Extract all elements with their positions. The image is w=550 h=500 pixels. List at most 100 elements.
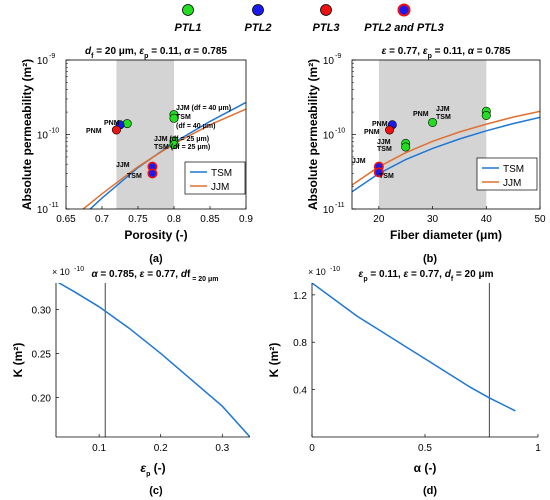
title-part: ε (140, 461, 146, 475)
point-annotation: PNM (364, 129, 380, 136)
panel-letter: (a) (149, 253, 163, 265)
title-subscript: f (91, 53, 94, 60)
panel-d: 0 0.5 10.40.81.2× 10 -10 εp = 0.11, ε = 0.77… (267, 266, 541, 475)
panel-title: εp = 0.11, ε = 0.77, df = 20 μm (359, 269, 494, 283)
x-tick-label: 0.8 (167, 214, 181, 225)
title-part: ε (423, 46, 428, 57)
title-part: = 0.785, (98, 269, 140, 280)
title-part: = 0.77, (408, 269, 444, 280)
point-annotation: TSM (127, 173, 142, 180)
x-axis-label: εp (-) (140, 461, 165, 478)
point-annotation: JJM (116, 162, 130, 169)
point-annotation: JJM (df = 40 μm) (176, 105, 231, 112)
title-part: ε (359, 269, 364, 280)
legend-marker-ptl3 (320, 4, 332, 16)
shaded-region (378, 60, 487, 209)
title-part: α (184, 46, 191, 57)
y-tick-exponent: -9 (335, 53, 341, 60)
y-tick-exponent: -10 (335, 128, 345, 135)
y-tick-label: 0.20 (32, 393, 52, 404)
y-tick-label: 10 (37, 131, 49, 142)
legend-label: PTL2 and PTL3 (364, 22, 443, 34)
point-annotation: JJM (377, 139, 391, 146)
legend-label: PTL3 (313, 22, 340, 34)
y-tick-label: 10 (323, 131, 335, 142)
title-part: = 0.11, (368, 269, 404, 280)
scale-factor-exponent: -10 (74, 266, 84, 273)
series-line-jjm (352, 110, 540, 186)
panel-title: α = 0.785, ε = 0.77, df = 20 μm (91, 269, 218, 283)
chart-legend-box (184, 161, 246, 195)
title-part: = 0.77, (386, 46, 422, 57)
y-tick-exponent: -11 (335, 202, 345, 209)
title-part: (-) (150, 461, 165, 475)
point-annotation: PNM (413, 111, 429, 118)
legend-label: PTL2 (245, 22, 272, 34)
series-line-k (57, 283, 250, 437)
y-tick-label: 10 (323, 56, 335, 67)
y-tick-label: 1.2 (293, 291, 307, 302)
legend-label: PTL1 (175, 22, 202, 34)
title-part: α (468, 46, 475, 57)
panel-letter: (d) (423, 485, 437, 497)
title-part: = 0.785 (474, 46, 511, 57)
top-legend: PTL1 PTL2 PTL3 PTL2 and PTL3 (175, 3, 444, 34)
point-annotation: (df = 40 μm) (176, 123, 215, 130)
legend-marker-ptl2 (252, 4, 264, 16)
x-tick-label: 30 (427, 214, 439, 225)
x-tick-label: 0.7 (95, 214, 109, 225)
legend-marker-ptl1 (182, 4, 194, 16)
y-tick-exponent: -9 (49, 53, 55, 60)
y-tick-label: 10 (37, 205, 49, 216)
title-part: d (85, 46, 92, 57)
point-annotation: TSM (df = 25 μm) (154, 144, 210, 151)
title-part: ε (139, 46, 144, 57)
scale-factor: × 10 (52, 267, 70, 277)
point-annotation: PNM (86, 128, 102, 135)
y-tick-exponent: -10 (49, 128, 59, 135)
title-part: f (187, 269, 191, 280)
panel-letter: (c) (149, 485, 163, 497)
x-tick-label: 50 (534, 214, 546, 225)
title-subscript: p (363, 276, 367, 283)
x-axis-label: Porosity (-) (124, 228, 187, 242)
x-tick-label: 0.9 (239, 214, 253, 225)
y-tick-label: 0.30 (32, 305, 52, 316)
title-part: d (445, 269, 452, 280)
legend-marker-ptl2-ptl3 (397, 3, 411, 17)
series-line-jjm (82, 108, 246, 209)
shaded-region (116, 60, 174, 209)
y-axis-label: Absolute permeability (m²) (20, 59, 34, 210)
title-part: ε (403, 269, 408, 280)
panel-letter: (b) (423, 253, 437, 265)
point-annotation: TSM (379, 173, 394, 180)
x-tick-label: 0.5 (418, 443, 432, 454)
y-tick-label: 0.8 (293, 338, 307, 349)
legend-text: TSM (503, 164, 524, 175)
x-tick-label: 20 (373, 214, 385, 225)
x-tick-label: 40 (481, 214, 493, 225)
panel-title: df = 20 μm, εp = 0.11, α = 0.785 (85, 46, 227, 60)
y-axis-label: Absolute permeability (m²) (306, 59, 320, 210)
title-subscript: p (144, 53, 148, 60)
point-annotation: TSM (377, 146, 392, 153)
y-tick-label: 0.4 (293, 386, 307, 397)
point-annotation: JJM (352, 158, 366, 165)
title-part: ε (140, 269, 145, 280)
title-part: d (181, 269, 188, 280)
y-axis-label: K (m²) (267, 343, 281, 378)
title-part: = 0.11, (148, 46, 184, 57)
x-axis-label: Fiber diameter (μm) (390, 228, 502, 242)
title-part: = 20 μm, (94, 46, 140, 57)
point-annotation: PNM (372, 121, 388, 128)
panel-c: 0.1 0.2 0.3 0.20 0.25 0.30 × 10 -10 α = 0.785, ε… (11, 266, 250, 478)
title-part: α (91, 269, 98, 280)
title-subscript: p (428, 53, 432, 60)
scale-factor: × 10 (308, 267, 326, 277)
legend-text: JJM (211, 182, 229, 193)
point-annotation: JJM (436, 106, 450, 113)
x-tick-label: 0.85 (200, 214, 220, 225)
point-annotation: JJM (df = 25 μm) (154, 136, 209, 143)
